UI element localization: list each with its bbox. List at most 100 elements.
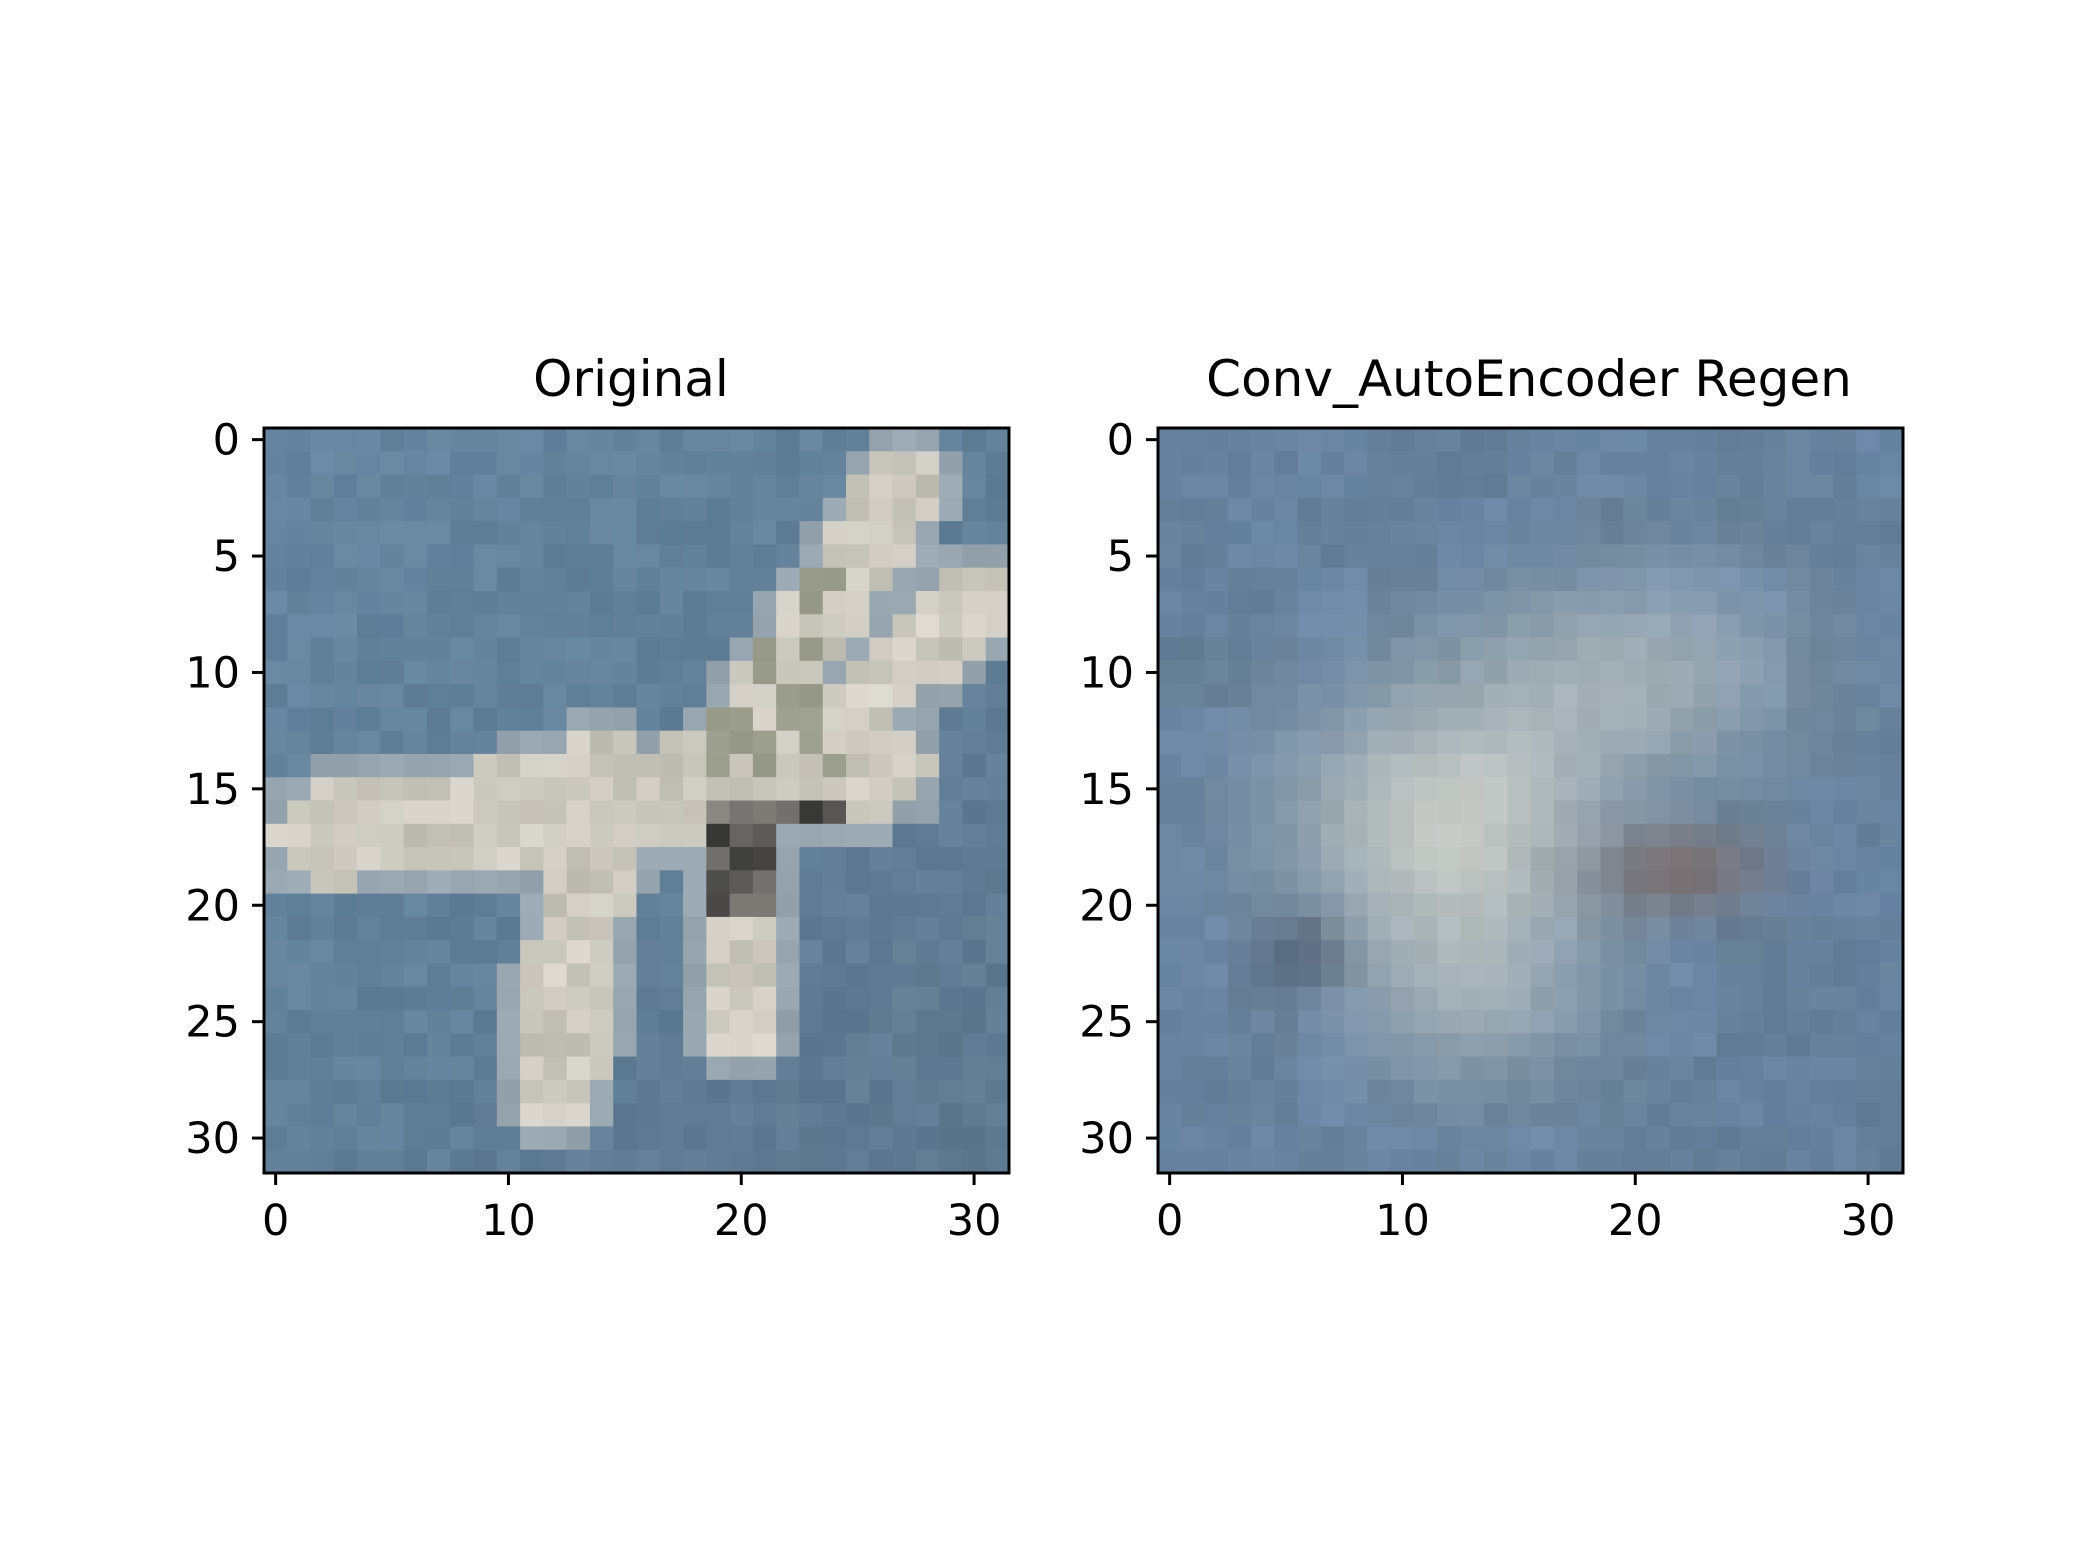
regen-pixel xyxy=(1786,893,1811,918)
original-pixel xyxy=(659,614,684,639)
regen-pixel xyxy=(1623,963,1648,988)
regen-pixel xyxy=(1158,521,1182,546)
regen-pixel xyxy=(1181,823,1206,848)
original-pixel xyxy=(310,428,335,452)
regen-pixel xyxy=(1716,590,1741,615)
regen-pixel xyxy=(1809,614,1834,639)
regen-pixel xyxy=(1833,847,1858,871)
original-pixel xyxy=(380,707,405,732)
original-pixel xyxy=(287,590,312,615)
original-pixel xyxy=(636,1033,661,1058)
regen-pixel xyxy=(1856,660,1881,685)
regen-panel: Conv_AutoEncoder Regen 0 10 20 30 051015202… xyxy=(1079,350,1905,1246)
original-pixel xyxy=(985,660,1010,685)
regen-pixel xyxy=(1623,707,1648,732)
regen-pixel xyxy=(1716,428,1741,452)
regen-pixel xyxy=(1181,963,1206,988)
regen-pixel xyxy=(1809,428,1834,452)
regen-pixel xyxy=(1204,637,1229,662)
original-pixel xyxy=(636,940,661,965)
original-pixel xyxy=(915,800,940,825)
original-pixel xyxy=(287,1079,312,1104)
regen-pixel xyxy=(1623,1010,1648,1034)
original-pixel xyxy=(729,684,754,708)
original-pixel xyxy=(683,963,707,988)
regen-pixel xyxy=(1204,963,1229,988)
regen-pixel xyxy=(1786,1149,1811,1174)
regen-pixel xyxy=(1460,1126,1485,1151)
regen-pixel xyxy=(1577,1033,1601,1058)
original-pixel xyxy=(892,847,917,871)
regen-pixel xyxy=(1437,707,1462,732)
regen-pixel xyxy=(1623,730,1648,755)
regen-pixel xyxy=(1390,451,1415,476)
original-pixel xyxy=(985,730,1010,755)
original-pixel xyxy=(729,637,754,662)
original-pixel xyxy=(589,753,614,778)
original-pixel xyxy=(566,637,591,662)
regen-pixel xyxy=(1646,753,1671,778)
regen-pixel xyxy=(1344,451,1369,476)
original-pixel xyxy=(473,1033,498,1058)
regen-pixel xyxy=(1786,963,1811,988)
original-pixel xyxy=(264,963,288,988)
original-pixel xyxy=(706,707,731,732)
original-pixel xyxy=(333,428,358,452)
regen-pixel xyxy=(1414,753,1438,778)
regen-pixel xyxy=(1320,521,1345,546)
original-pixel xyxy=(636,474,661,499)
regen-pixel xyxy=(1437,986,1462,1011)
regen-pixel xyxy=(1390,893,1415,918)
original-pixel xyxy=(520,590,544,615)
regen-x-ticks: 0 10 20 30 xyxy=(1156,1173,1895,1246)
regen-pixel xyxy=(1693,800,1718,825)
original-pixel xyxy=(426,637,451,662)
regen-pixel xyxy=(1786,916,1811,941)
regen-pixel xyxy=(1553,521,1578,546)
original-pixel xyxy=(426,474,451,499)
regen-pixel xyxy=(1367,707,1392,732)
regen-x-tick-label: 30 xyxy=(1841,1196,1896,1246)
original-pixel xyxy=(729,614,754,639)
original-pixel xyxy=(985,1126,1010,1151)
regen-pixel xyxy=(1390,637,1415,662)
regen-pixel xyxy=(1740,1079,1764,1104)
regen-pixel xyxy=(1740,660,1764,685)
original-pixel xyxy=(659,451,684,476)
original-pixel xyxy=(450,823,475,848)
regen-y-tick-label: 30 xyxy=(1079,1114,1134,1164)
original-pixel xyxy=(822,497,847,522)
original-pixel xyxy=(706,870,731,895)
regen-pixel xyxy=(1879,428,1904,452)
regen-pixel xyxy=(1437,474,1462,499)
original-pixel xyxy=(683,986,707,1011)
original-pixel xyxy=(450,1010,475,1034)
regen-pixel xyxy=(1670,823,1695,848)
regen-pixel xyxy=(1437,1126,1462,1151)
original-pixel xyxy=(985,614,1010,639)
original-pixel xyxy=(752,707,777,732)
original-pixel xyxy=(357,893,382,918)
regen-pixel xyxy=(1856,428,1881,452)
regen-pixel xyxy=(1507,521,1532,546)
original-pixel xyxy=(310,1033,335,1058)
regen-pixel xyxy=(1227,800,1252,825)
original-pixel xyxy=(426,684,451,708)
regen-pixel xyxy=(1856,684,1881,708)
original-pixel xyxy=(380,963,405,988)
original-pixel xyxy=(659,428,684,452)
regen-pixel xyxy=(1786,614,1811,639)
regen-pixel xyxy=(1274,1103,1299,1128)
regen-pixel xyxy=(1809,684,1834,708)
original-pixel xyxy=(776,800,801,825)
original-pixel xyxy=(403,847,428,871)
regen-pixel xyxy=(1577,428,1601,452)
regen-pixel xyxy=(1320,497,1345,522)
regen-pixel xyxy=(1879,730,1904,755)
regen-pixel xyxy=(1344,521,1369,546)
regen-pixel xyxy=(1274,986,1299,1011)
regen-pixel xyxy=(1274,940,1299,965)
regen-pixel xyxy=(1320,684,1345,708)
regen-pixel xyxy=(1320,1079,1345,1104)
original-pixel xyxy=(613,777,638,802)
